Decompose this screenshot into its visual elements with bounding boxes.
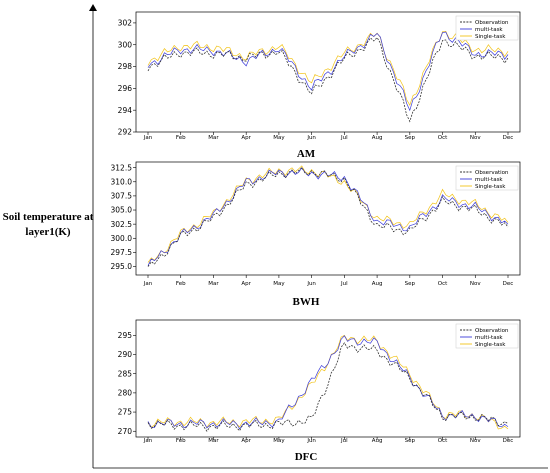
figure-y-axis-arrow (89, 4, 97, 11)
x-tick-label: Apr (241, 281, 251, 287)
x-tick-label: Jun (306, 438, 316, 444)
x-tick-label: Jul (340, 438, 348, 444)
x-tick-label: Jan (143, 281, 153, 287)
x-tick-label: Nov (470, 281, 481, 287)
y-tick-label: 302 (118, 19, 133, 28)
series-line-observation (147, 342, 509, 432)
legend-label: Single-task (475, 342, 506, 348)
x-tick-label: Jul (340, 281, 348, 287)
y-tick-label: 300.0 (111, 234, 133, 243)
x-tick-label: Sep (405, 135, 416, 141)
y-tick-label: 270 (118, 427, 133, 436)
y-tick-label: 302.5 (111, 220, 133, 229)
legend-label: Observation (475, 20, 509, 26)
y-tick-label: 300 (118, 40, 133, 49)
plot-frame (135, 11, 521, 133)
series-line-single-task (147, 165, 509, 263)
y-tick-label: 307.5 (111, 192, 133, 201)
plot-frame (135, 319, 521, 438)
series-line-multi-task (147, 31, 509, 112)
x-tick-label: Jun (306, 135, 316, 141)
x-tick-label: Jul (340, 135, 348, 141)
chart-title: AM (297, 148, 316, 160)
x-tick-label: May (273, 135, 285, 141)
y-axis-label-line2: layer1(K) (25, 226, 71, 238)
legend-label: Observation (475, 328, 509, 334)
legend-label: Single-task (475, 34, 506, 40)
x-tick-label: Apr (241, 438, 251, 444)
x-tick-label: Dec (503, 281, 514, 287)
series-line-single-task (147, 334, 509, 430)
legend-label: multi-task (475, 177, 503, 183)
x-tick-label: Dec (503, 135, 514, 141)
y-tick-label: 295 (118, 331, 133, 340)
chart-title: BWH (293, 296, 320, 308)
x-tick-label: Oct (438, 135, 448, 141)
y-tick-label: 297.5 (111, 248, 133, 257)
x-tick-label: Sep (405, 438, 416, 444)
y-tick-label: 298 (118, 62, 133, 71)
x-tick-label: Feb (176, 281, 186, 287)
x-tick-label: Sep (405, 281, 416, 287)
y-tick-label: 285 (118, 369, 133, 378)
x-tick-label: Mar (208, 438, 219, 444)
plot-frame (135, 161, 521, 276)
x-tick-label: Nov (470, 135, 481, 141)
x-tick-label: Jun (306, 281, 316, 287)
y-tick-label: 305.0 (111, 206, 133, 215)
legend-label: Observation (475, 170, 509, 176)
legend-label: Single-task (475, 184, 506, 190)
x-tick-label: Dec (503, 438, 514, 444)
series-line-multi-task (147, 167, 509, 266)
y-axis-label: Soil temperature at layer1(K) (0, 210, 96, 240)
x-tick-label: Feb (176, 438, 186, 444)
x-tick-label: Mar (208, 281, 219, 287)
chart-title: DFC (295, 451, 318, 463)
y-tick-label: 275 (118, 408, 133, 417)
y-tick-label: 310.0 (111, 177, 133, 186)
y-axis-label-line1: Soil temperature at (2, 211, 94, 223)
y-tick-label: 294 (118, 106, 133, 115)
x-tick-label: Oct (438, 281, 448, 287)
x-tick-label: Aug (372, 135, 383, 141)
y-tick-label: 292 (118, 128, 133, 137)
x-tick-label: May (273, 438, 285, 444)
x-tick-label: Jan (143, 135, 153, 141)
y-tick-label: 312.5 (111, 163, 133, 172)
x-tick-label: Apr (241, 135, 251, 141)
y-tick-label: 295.0 (111, 262, 133, 271)
x-tick-label: Mar (208, 135, 219, 141)
series-line-single-task (147, 31, 509, 106)
y-tick-label: 290 (118, 350, 133, 359)
x-tick-label: Aug (372, 438, 383, 444)
x-tick-label: Oct (438, 438, 448, 444)
x-tick-label: Jan (143, 438, 153, 444)
y-tick-label: 280 (118, 388, 133, 397)
x-tick-label: May (273, 281, 285, 287)
legend-label: multi-task (475, 27, 503, 33)
x-tick-label: Nov (470, 438, 481, 444)
y-tick-label: 296 (118, 84, 133, 93)
x-tick-label: Feb (176, 135, 186, 141)
series-line-observation (147, 166, 509, 267)
x-tick-label: Aug (372, 281, 383, 287)
legend-label: multi-task (475, 335, 503, 341)
